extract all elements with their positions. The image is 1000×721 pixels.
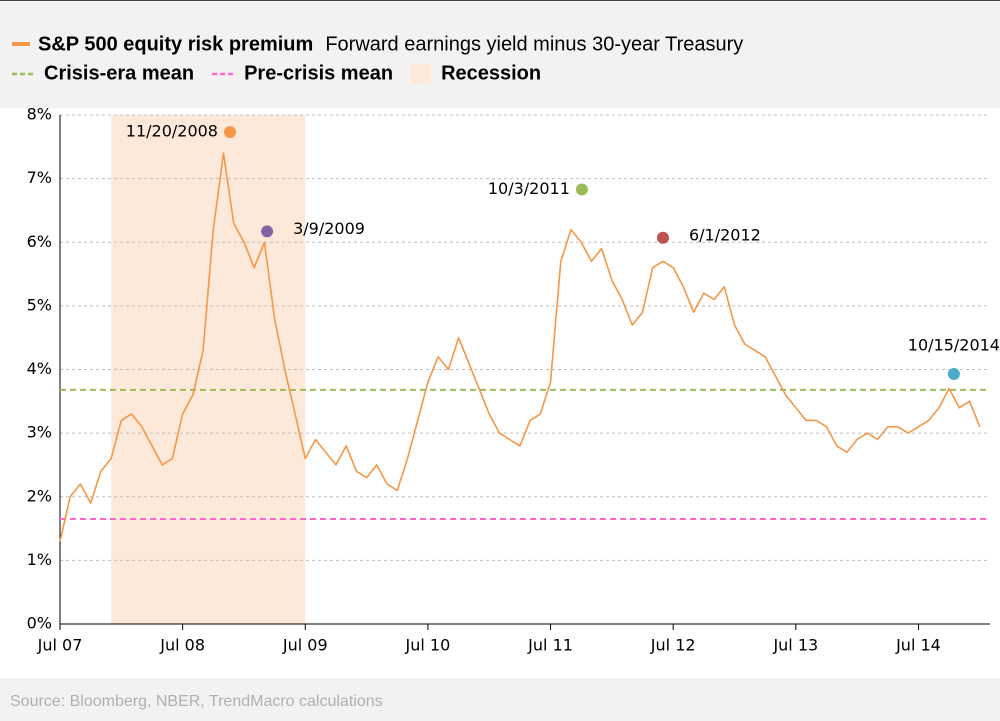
y-tick-label: 1% <box>27 550 52 569</box>
annotation-label: 10/15/2014 <box>908 335 1000 354</box>
x-tick-label: Jul 10 <box>405 636 451 655</box>
annotation-dot <box>261 225 274 238</box>
annotation-dot <box>575 183 588 196</box>
x-tick-label: Jul 09 <box>282 636 328 655</box>
y-tick-label: 7% <box>27 168 52 187</box>
annotation-dot <box>223 126 236 139</box>
annotation-dot <box>947 367 960 380</box>
legend-label: S&P 500 equity risk premium <box>38 33 313 55</box>
annotation-dot <box>656 231 669 244</box>
annotation-label: 3/9/2009 <box>293 219 365 238</box>
y-tick-label: 0% <box>27 614 52 633</box>
x-tick-label: Jul 13 <box>772 636 818 655</box>
legend-label: Recession <box>441 62 541 84</box>
legend-swatch <box>411 64 432 84</box>
source: Source: Bloomberg, NBER, TrendMacro calc… <box>10 693 383 710</box>
y-tick-label: 2% <box>27 486 52 505</box>
y-tick-label: 6% <box>27 232 52 251</box>
legend-label: Pre-crisis mean <box>244 62 393 84</box>
legend-band <box>0 0 1000 108</box>
annotation-label: 10/3/2011 <box>488 179 570 198</box>
y-tick-label: 5% <box>27 295 52 314</box>
x-tick-label: Jul 14 <box>895 636 941 655</box>
legend-label: Crisis-era mean <box>44 62 194 84</box>
series-line <box>59 152 981 542</box>
annotation-label: 6/1/2012 <box>689 225 761 244</box>
y-tick-label: 4% <box>27 359 52 378</box>
x-tick-label: Jul 12 <box>650 636 696 655</box>
source-band <box>0 678 1000 721</box>
x-tick-label: Jul 07 <box>37 636 83 655</box>
legend-note: Forward earnings yield minus 30-year Tre… <box>325 33 743 55</box>
x-tick-label: Jul 08 <box>159 636 205 655</box>
y-tick-label: 3% <box>27 423 52 442</box>
annotation-label: 11/20/2008 <box>126 122 218 141</box>
y-tick-label: 8% <box>27 105 52 124</box>
x-tick-label: Jul 11 <box>527 636 573 655</box>
